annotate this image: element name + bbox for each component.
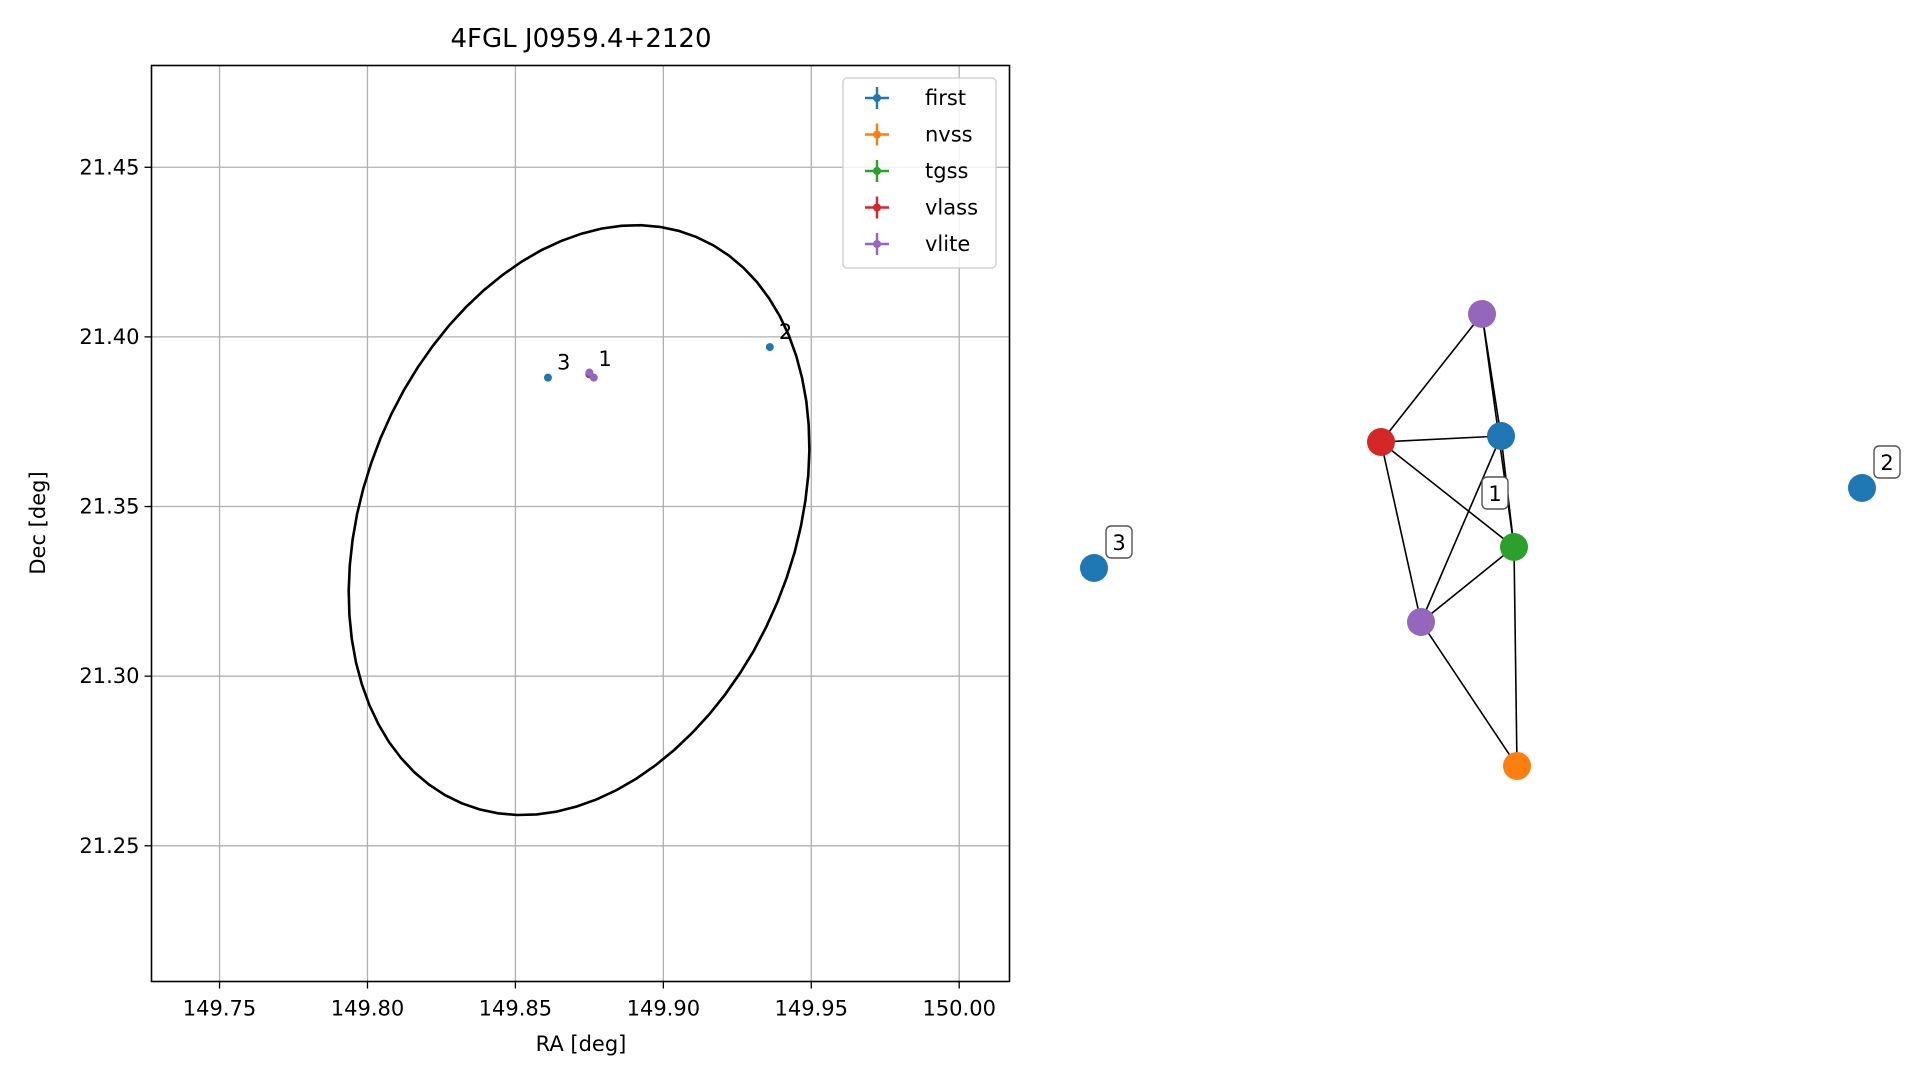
legend-marker-vlite (873, 240, 881, 248)
y-axis: 21.25 21.30 21.35 21.40 21.45 (79, 155, 152, 858)
graph-node-first (1487, 422, 1515, 450)
legend-label-vlass: vlass (925, 196, 978, 220)
x-tick-label: 149.75 (183, 997, 256, 1021)
point-vlite (589, 373, 598, 382)
x-tick-label: 149.80 (331, 997, 404, 1021)
graph-node-label: 3 (1112, 531, 1125, 555)
point-label-first: 2 (779, 320, 792, 344)
graph-node-label-box (1873, 445, 1901, 479)
graph-edge (1420, 435, 1502, 623)
graph-node-first (1848, 474, 1876, 502)
graph-node-tgss (1500, 533, 1528, 561)
graph-edge (1380, 313, 1483, 443)
graph-node-vlass (1367, 428, 1395, 456)
point-first (765, 343, 774, 352)
y-tick-label: 21.30 (79, 664, 139, 688)
plot-area: 1 2 3 (347, 223, 811, 817)
legend-marker-tgss (873, 167, 881, 175)
legend-label-nvss: nvss (925, 123, 973, 147)
legend-label-first: first (925, 86, 966, 110)
graph-node-nvss (1503, 752, 1531, 780)
legend-marker-nvss (873, 130, 881, 139)
legend-marker-first (873, 94, 881, 102)
x-tick-label: 149.90 (627, 997, 700, 1021)
legend-label-vlite: vlite (925, 232, 970, 256)
x-tick-label: 150.00 (922, 997, 995, 1021)
point-label-first: 3 (557, 351, 570, 375)
y-tick-label: 21.35 (79, 495, 139, 519)
cluster-label: 1 (1488, 482, 1501, 506)
cluster-graph: 2 3 1 (1080, 300, 1901, 780)
legend-marker-vlass (873, 203, 881, 212)
graph-node-first (1080, 554, 1108, 582)
point-label-first: 1 (598, 347, 611, 371)
graph-edge (1513, 546, 1518, 767)
y-tick-label: 21.25 (79, 834, 139, 858)
graph-edge (1380, 441, 1515, 548)
legend-label-tgss: tgss (925, 159, 968, 183)
graph-node-vlite (1407, 608, 1435, 636)
axes-frame (150, 64, 1011, 983)
graph-node-vlite (1468, 300, 1496, 328)
chart-title: 4FGL J0959.4+2120 (451, 24, 712, 54)
cluster-label-box (1481, 476, 1509, 510)
x-axis-label: RA [deg] (536, 1032, 627, 1056)
graph-node-label: 2 (1880, 451, 1893, 475)
error-ellipse (347, 223, 811, 817)
y-tick-label: 21.45 (79, 155, 139, 179)
x-axis: 149.75 149.80 149.85 149.90 149.95 150.00 (183, 981, 996, 1021)
graph-edge (1380, 441, 1422, 623)
graph-edge (1420, 546, 1515, 623)
y-axis-label: Dec [deg] (26, 471, 50, 574)
graph-node-label-box (1105, 525, 1133, 559)
graph-edge (1420, 621, 1518, 767)
x-tick-label: 149.85 (479, 997, 552, 1021)
legend-frame (842, 77, 997, 269)
graph-edge (1380, 435, 1502, 443)
legend: first nvss tgss vlass vlite (842, 77, 997, 269)
x-tick-label: 149.95 (775, 997, 848, 1021)
point-first (543, 373, 552, 382)
y-tick-label: 21.40 (79, 325, 139, 349)
